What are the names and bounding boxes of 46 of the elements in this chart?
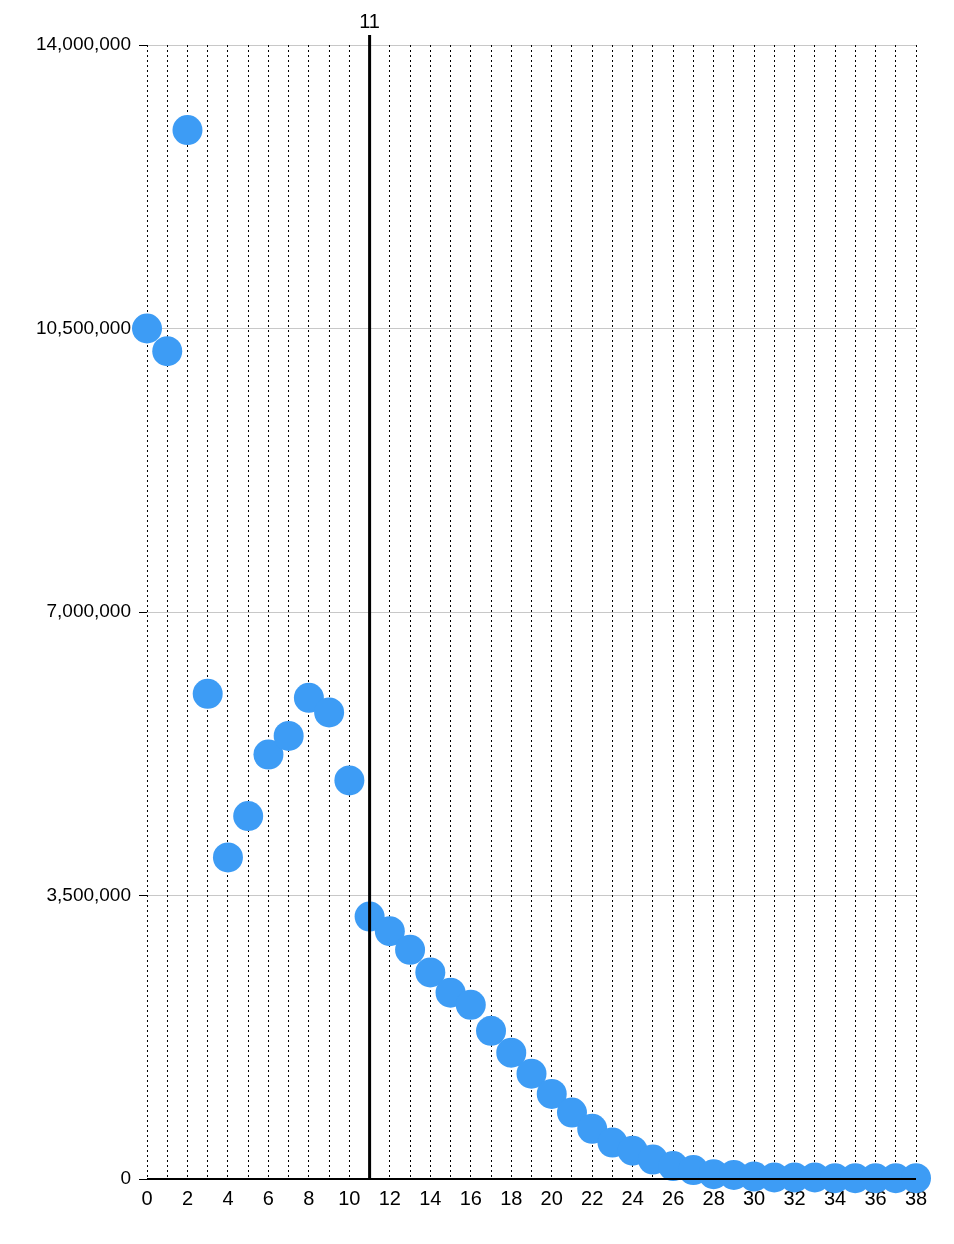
point xyxy=(172,115,203,146)
x-tick-label: 8 xyxy=(303,1186,315,1209)
x-tick-label: 4 xyxy=(222,1186,234,1209)
x-tick-label: 24 xyxy=(621,1186,644,1209)
x-tick-label: 22 xyxy=(581,1186,604,1209)
point xyxy=(212,842,243,873)
ref-line-label: 11 xyxy=(359,9,380,32)
point xyxy=(395,934,426,965)
point xyxy=(132,313,162,344)
x-tick-label: 10 xyxy=(338,1186,361,1209)
point xyxy=(536,1078,567,1109)
x-tick-label: 18 xyxy=(500,1186,523,1209)
point xyxy=(334,765,365,796)
x-tick-label: 30 xyxy=(742,1186,766,1209)
y-tick-label: 3,500,000 xyxy=(46,883,131,905)
x-tick-label: 6 xyxy=(262,1186,274,1209)
y-tick-label: 0 xyxy=(120,1167,131,1189)
point xyxy=(233,801,264,832)
point xyxy=(496,1037,527,1068)
x-tick-label: 36 xyxy=(864,1186,887,1209)
point xyxy=(374,916,405,947)
point xyxy=(516,1058,547,1089)
point xyxy=(415,957,446,988)
point xyxy=(253,739,284,770)
point xyxy=(273,720,304,751)
point xyxy=(556,1097,587,1128)
y-tick-label: 14,000,000 xyxy=(35,33,131,55)
x-tick-label: 20 xyxy=(540,1186,563,1209)
x-tick-label: 28 xyxy=(702,1186,725,1209)
point xyxy=(476,1015,507,1046)
point xyxy=(192,678,223,709)
y-tick-label: 7,000,000 xyxy=(46,600,131,622)
x-tick-label: 12 xyxy=(378,1186,401,1209)
x-tick-label: 14 xyxy=(419,1186,442,1209)
x-tick-label: 34 xyxy=(823,1186,847,1209)
point xyxy=(314,697,345,728)
point xyxy=(455,989,486,1020)
point xyxy=(152,336,183,367)
x-tick-label: 26 xyxy=(662,1186,685,1209)
point xyxy=(293,682,324,713)
x-tick-label: 32 xyxy=(783,1186,806,1209)
x-tick-label: 0 xyxy=(141,1186,153,1209)
y-tick-label: 10,500,000 xyxy=(35,316,131,338)
x-tick-label: 16 xyxy=(459,1186,482,1209)
point xyxy=(577,1113,608,1144)
x-tick-label: 2 xyxy=(181,1186,194,1209)
